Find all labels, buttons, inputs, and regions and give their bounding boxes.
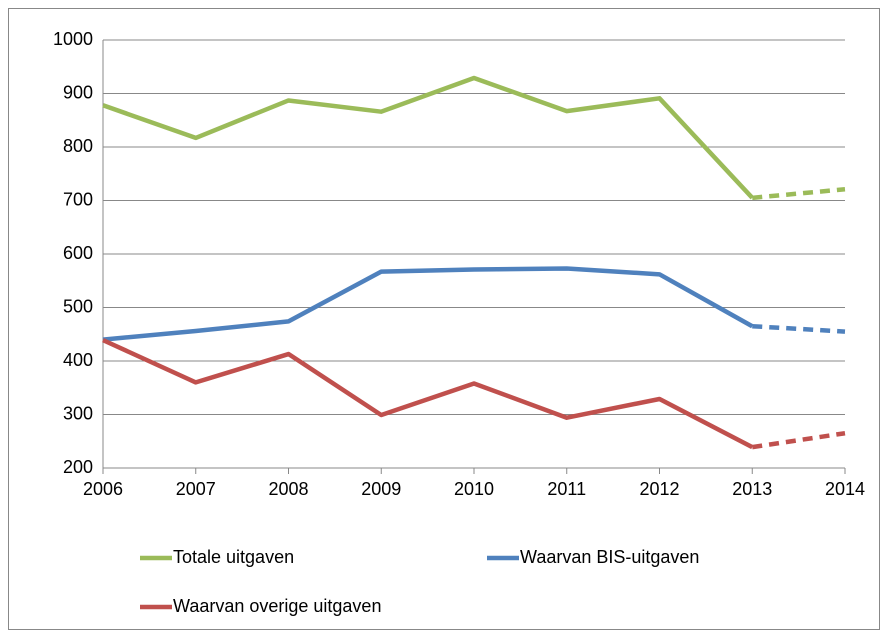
x-tick-label: 2012: [639, 479, 679, 499]
x-tick-label: 2013: [732, 479, 772, 499]
y-tick-label: 500: [63, 296, 93, 316]
series-line-dashed: [752, 323, 846, 334]
x-tick-label: 2007: [176, 479, 216, 499]
x-tick-label: 2006: [83, 479, 123, 499]
legend-label: Waarvan BIS-uitgaven: [520, 547, 699, 567]
series-line-dashed: [752, 187, 846, 201]
x-tick-label: 2009: [361, 479, 401, 499]
series-line: [102, 338, 754, 450]
y-tick-label: 1000: [53, 29, 93, 49]
y-tick-label: 300: [63, 403, 93, 423]
series-line: [102, 266, 754, 342]
x-tick-label: 2008: [268, 479, 308, 499]
y-tick-label: 200: [63, 457, 93, 477]
series-line: [102, 75, 754, 200]
y-tick-label: 800: [63, 136, 93, 156]
legend-label: Totale uitgaven: [173, 547, 294, 567]
x-tick-label: 2014: [825, 479, 865, 499]
y-tick-label: 900: [63, 82, 93, 102]
x-tick-label: 2011: [547, 479, 586, 499]
y-tick-label: 400: [63, 350, 93, 370]
legend-label: Waarvan overige uitgaven: [173, 596, 381, 616]
x-tick-label: 2010: [454, 479, 494, 499]
chart-frame: [8, 8, 880, 630]
y-tick-label: 600: [63, 243, 93, 263]
y-tick-label: 700: [63, 189, 93, 209]
